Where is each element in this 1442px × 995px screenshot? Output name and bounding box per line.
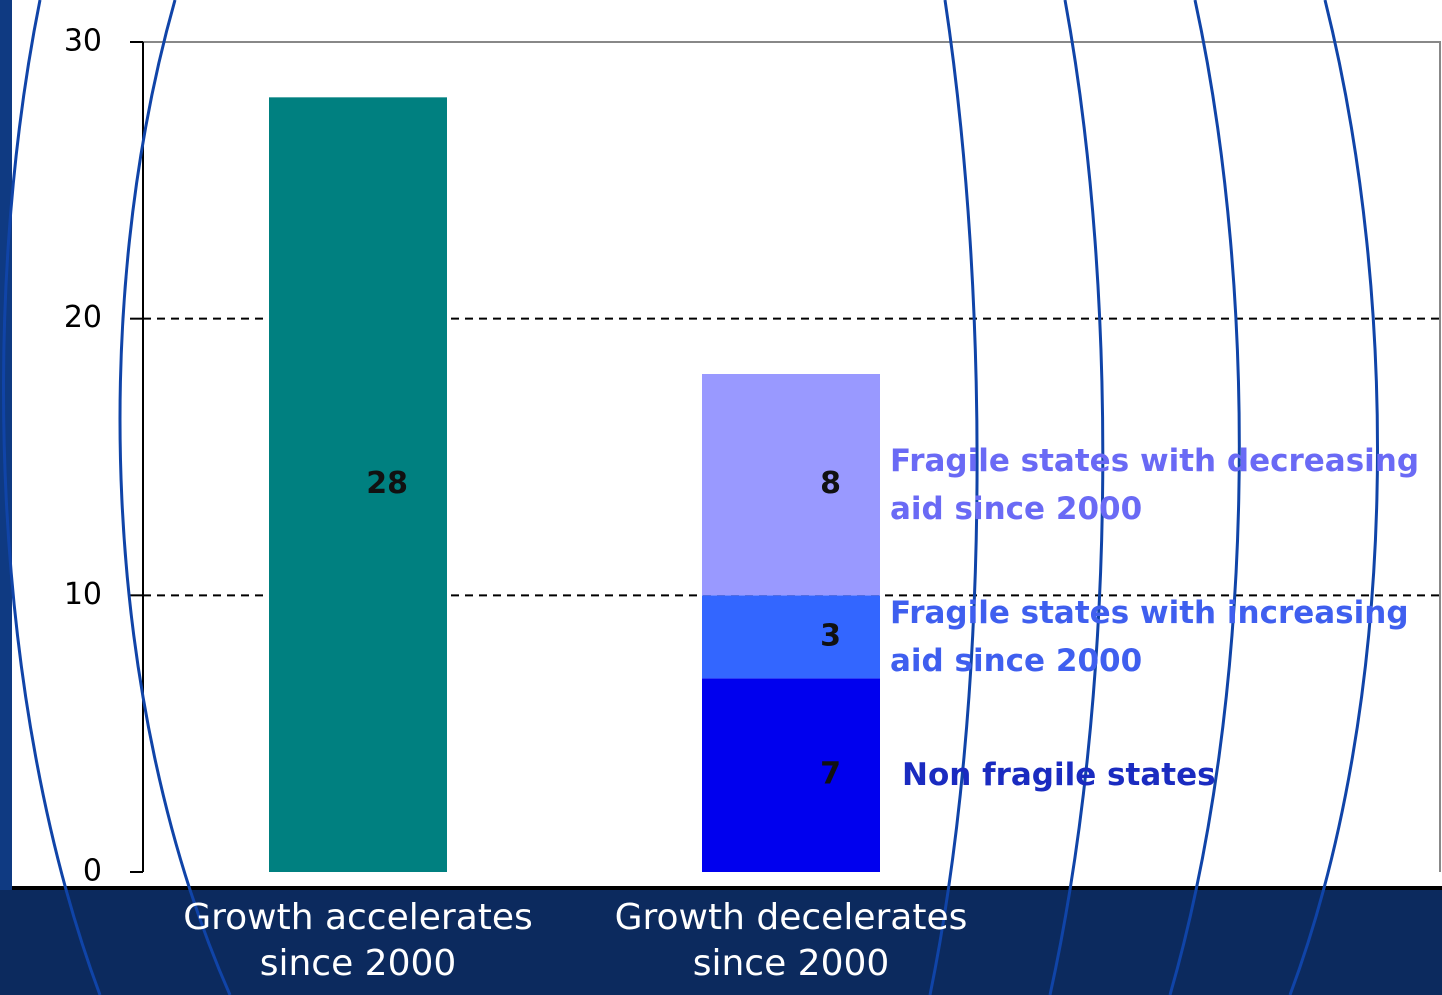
y-tick-label: 20 <box>64 300 102 335</box>
series-label: Non fragile states <box>902 757 1216 794</box>
data-label: 28 <box>366 466 408 501</box>
plot: 0 10 20 30 28 7 3 8 <box>64 24 1440 889</box>
bar-segment <box>269 97 447 873</box>
decoration <box>2 0 1379 995</box>
x-tick-label: Growth decelerates since 2000 <box>614 897 968 984</box>
y-tick-label: 30 <box>64 24 102 59</box>
data-label: 7 <box>820 757 841 792</box>
x-tick-label: Growth accelerates since 2000 <box>183 897 533 984</box>
data-label: 8 <box>820 466 841 501</box>
series-label: Fragile states with increasing aid since… <box>890 594 1409 679</box>
bar-segment <box>702 374 880 596</box>
bar-segment <box>702 678 880 872</box>
footer-band <box>0 890 1442 995</box>
series-label: Fragile states with decreasing aid since… <box>890 442 1420 527</box>
y-tick-label: 0 <box>83 854 102 889</box>
y-tick-label: 10 <box>64 577 102 612</box>
data-label: 3 <box>820 618 841 653</box>
plot-border <box>143 41 1441 872</box>
bar-segment <box>702 595 880 679</box>
